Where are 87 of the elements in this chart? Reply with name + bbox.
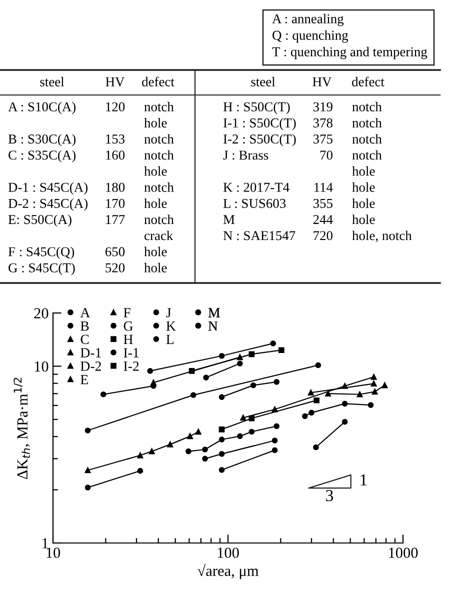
text: steel (40, 76, 64, 86)
text: N : SAE1547 (223, 231, 296, 240)
text: notch (144, 182, 174, 192)
text: hole (144, 198, 167, 208)
x-tick-label: 1000 (389, 548, 418, 558)
text: 650 (105, 247, 125, 256)
text: notch (352, 134, 382, 144)
text: M (223, 215, 235, 224)
legend-label: E (80, 374, 88, 384)
text: 520 (106, 263, 125, 272)
text: 120 (106, 102, 125, 112)
text: B : S30C(A) (8, 134, 76, 146)
text: D-2 : S45C(A) (8, 198, 88, 211)
text: 244 (313, 215, 333, 224)
text: notch (352, 150, 382, 160)
legend-label: G (124, 321, 133, 331)
text: 70 (320, 150, 332, 160)
legend-label: I-1 (124, 348, 139, 358)
text: hole (352, 198, 375, 208)
text: 319 (313, 102, 332, 112)
legend-label: N (208, 321, 218, 331)
text: notch (144, 214, 174, 224)
text: 114 (314, 182, 333, 192)
legend-label: I-2 (124, 362, 139, 371)
text: hole (144, 166, 167, 176)
text: defect (352, 76, 384, 86)
y-tick-label: 1 (42, 538, 48, 548)
text: I-1 : S50C(T) (223, 118, 296, 130)
text: A : S10C(A) (8, 102, 76, 114)
text: H : S50C(T) (223, 102, 290, 114)
legend-label: M (208, 308, 220, 318)
legend-label: C (80, 334, 89, 344)
legend-label: J (166, 308, 172, 318)
text: hole (352, 214, 375, 224)
legend-label: H (124, 334, 133, 344)
text: 375 (313, 134, 332, 144)
x-axis-title: √area, μm (198, 564, 259, 580)
text: hole (352, 166, 375, 176)
text: K : 2017-T4 (223, 182, 290, 192)
text: 180 (106, 182, 125, 192)
text: D-1 : S45C(A) (8, 182, 88, 195)
text: notch (144, 134, 174, 144)
text: 355 (313, 198, 332, 208)
legend-label: L (166, 334, 174, 344)
text: T : quenching and tempering (272, 46, 428, 60)
x-tick-label: 10 (46, 548, 60, 558)
x-tick-label: 100 (218, 548, 239, 558)
text: 378 (313, 118, 332, 128)
text: 177 (106, 215, 125, 224)
annotation: 1 (360, 474, 367, 486)
annotation: 3 (326, 490, 334, 502)
legend-label: A (80, 308, 90, 318)
text: 170 (106, 198, 125, 208)
text: 160 (106, 150, 125, 160)
text: notch (144, 102, 174, 112)
text: G : S45C(T) (8, 262, 75, 276)
text: hole (144, 262, 167, 272)
text: defect (142, 76, 174, 86)
text: Q : quenching (272, 30, 348, 43)
text: C : S35C(A) (8, 150, 76, 162)
y-tick-label: 20 (34, 308, 48, 318)
text: E: S50C(A) (8, 214, 72, 227)
text: J : Brass (223, 150, 268, 160)
text: I-2 : S50C(T) (223, 134, 296, 146)
text: hole, notch (352, 230, 412, 242)
text: notch (144, 150, 174, 160)
y-tick-label: 10 (34, 361, 48, 372)
text: steel (251, 76, 276, 86)
text: 720 (314, 231, 332, 240)
legend-label: D-2 (80, 362, 101, 371)
text: 153 (106, 134, 125, 144)
text: F : S45C(Q) (8, 246, 74, 260)
text: L : SUS603 (223, 198, 286, 208)
y-axis-title: ΔK$_{th}$, MPa·m$^{1/2}$ (14, 378, 30, 480)
text: notch (352, 118, 382, 128)
legend-label: D-1 (80, 348, 101, 358)
text: notch (352, 102, 382, 112)
text: A : annealing (272, 14, 344, 26)
legend-label: F (124, 308, 130, 318)
text: hole (144, 118, 167, 128)
legend-label: B (80, 321, 89, 331)
text: HV (312, 77, 332, 86)
legend-label: K (166, 321, 176, 331)
text: hole (144, 246, 167, 256)
text: HV (106, 77, 125, 86)
text: hole (352, 182, 375, 192)
text: crack (144, 230, 174, 240)
